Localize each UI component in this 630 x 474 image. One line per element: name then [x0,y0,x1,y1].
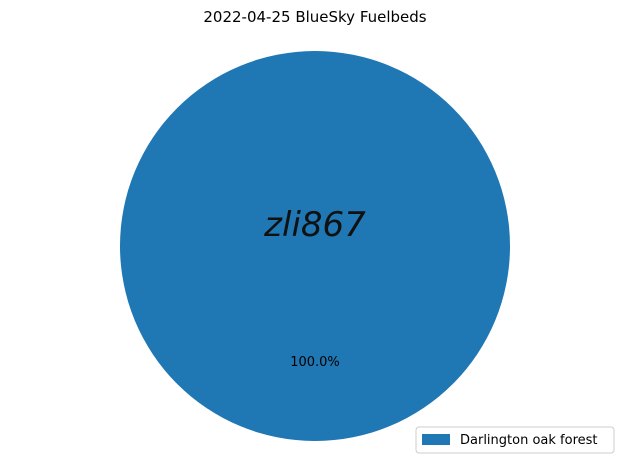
slice-percent-label: 100.0% [290,355,340,370]
legend-box [415,426,615,454]
legend: Darlington oak forest [415,426,615,454]
chart-title: 2022-04-25 BlueSky Fuelbeds [203,8,426,26]
pie-slices [120,51,510,441]
legend-label: Darlington oak forest [460,433,598,448]
legend-swatch [422,434,450,445]
watermark-signature: zli867 [263,205,366,245]
pie-slice [120,51,510,441]
